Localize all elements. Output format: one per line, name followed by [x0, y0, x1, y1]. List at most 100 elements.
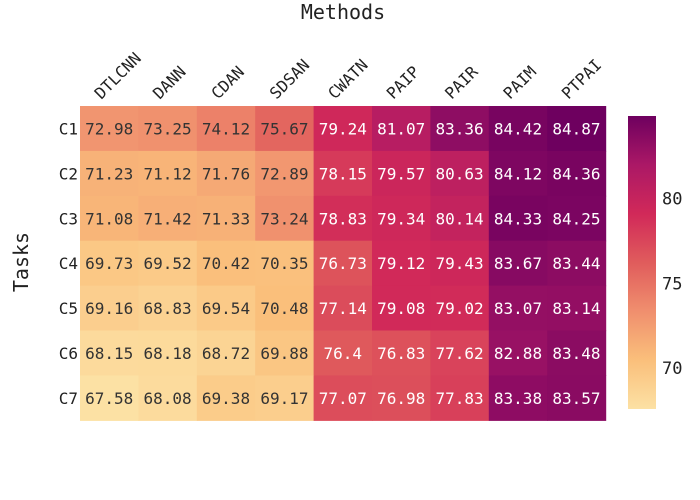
heatmap-cell	[430, 375, 490, 421]
heatmap-cell	[255, 330, 315, 376]
cell-value-label: 72.98	[85, 119, 133, 138]
heatmap-cell	[430, 240, 490, 287]
cell-value-label: 79.08	[377, 299, 425, 318]
cell-value-label: 76.98	[377, 389, 425, 408]
cell-value-label: 69.54	[202, 299, 250, 318]
heatmap-cell	[313, 240, 373, 287]
heatmap-cell	[196, 106, 256, 152]
heatmap-cell	[547, 195, 607, 242]
colorbar-ticks: 70 75 80	[662, 190, 682, 379]
colorbar-tick-label: 70	[662, 359, 682, 379]
cell-value-label: 83.57	[552, 389, 600, 408]
heatmap-cell	[488, 375, 548, 421]
heatmap-cell	[372, 150, 431, 197]
cell-value-label: 71.12	[144, 164, 192, 183]
cell-value-label: 70.35	[260, 254, 308, 273]
heatmap-cell	[488, 285, 548, 332]
heatmap-cell	[138, 240, 198, 287]
y-tick-label: C4	[59, 254, 78, 273]
heatmap-cell	[255, 285, 315, 332]
cell-value-label: 77.62	[436, 344, 484, 363]
cell-value-label: 68.08	[144, 389, 192, 408]
cell-value-label: 69.73	[85, 254, 133, 273]
heatmap-cell	[80, 285, 139, 332]
cell-value-label: 84.33	[494, 209, 542, 228]
cell-value-label: 84.42	[494, 119, 542, 138]
heatmap-cells: 72.98 73.25 74.12 75.67 79.24 81.07 83.36 84.42…	[80, 106, 607, 421]
heatmap-cell	[80, 150, 139, 197]
heatmap-cell	[430, 330, 490, 376]
cell-value-label: 84.87	[552, 119, 600, 138]
y-tick-label: C6	[59, 344, 78, 363]
x-axis-title: Methods	[301, 0, 385, 24]
x-tick-labels: DTLCNN DANN CDAN SDSAN CWATN PAIP PAIR PAIM PTPA…	[91, 49, 606, 103]
cell-value-label: 76.83	[377, 344, 425, 363]
heatmap-cell	[138, 195, 198, 242]
heatmap-cell	[547, 375, 607, 421]
heatmap-cell	[313, 285, 373, 332]
heatmap-cell	[313, 375, 373, 421]
cell-value-label: 83.44	[552, 254, 600, 273]
cell-value-label: 79.02	[436, 299, 484, 318]
cell-value-label: 79.43	[436, 254, 484, 273]
heatmap-cell	[80, 330, 139, 376]
heatmap-cell	[313, 150, 373, 197]
cell-value-label: 83.07	[494, 299, 542, 318]
cell-value-label: 77.83	[436, 389, 484, 408]
heatmap-cell	[488, 195, 548, 242]
cell-value-label: 80.14	[436, 209, 484, 228]
cell-value-label: 84.25	[552, 209, 600, 228]
cell-value-label: 76.73	[319, 254, 367, 273]
heatmap-cell	[430, 106, 490, 152]
heatmap-cell	[255, 106, 315, 152]
heatmap-cell	[430, 285, 490, 332]
heatmap-cell	[372, 375, 431, 421]
heatmap-cell	[547, 285, 607, 332]
cell-value-label: 68.83	[144, 299, 192, 318]
heatmap-cell	[255, 150, 315, 197]
heatmap-cell	[372, 195, 431, 242]
cell-value-label: 68.18	[144, 344, 192, 363]
y-tick-label: C2	[59, 164, 78, 183]
cell-value-label: 69.38	[202, 389, 250, 408]
heatmap-cell	[488, 240, 548, 287]
y-tick-labels: C1 C2 C3 C4 C5 C6 C7	[59, 119, 78, 407]
cell-value-label: 70.48	[260, 299, 308, 318]
cell-value-label: 67.58	[85, 389, 133, 408]
heatmap-cell	[138, 375, 198, 421]
cell-value-label: 68.15	[85, 344, 133, 363]
heatmap-cell	[196, 195, 256, 242]
heatmap-cell	[547, 330, 607, 376]
colorbar-tick-label: 80	[662, 190, 682, 210]
cell-value-label: 69.17	[260, 389, 308, 408]
cell-value-label: 71.42	[144, 209, 192, 228]
heatmap-cell	[255, 195, 315, 242]
x-tick-label: CDAN	[207, 62, 248, 103]
heatmap-cell	[372, 330, 431, 376]
y-tick-label: C5	[59, 299, 78, 318]
cell-value-label: 71.23	[85, 164, 133, 183]
heatmap-cell	[80, 106, 139, 152]
x-tick-label: PAIR	[441, 62, 482, 103]
cell-value-label: 73.25	[144, 119, 192, 138]
heatmap-cell	[488, 150, 548, 197]
cell-value-label: 70.42	[202, 254, 250, 273]
cell-value-label: 83.67	[494, 254, 542, 273]
cell-value-label: 83.48	[552, 344, 600, 363]
y-axis-title: Tasks	[9, 232, 33, 292]
cell-value-label: 74.12	[202, 119, 250, 138]
heatmap-cell	[547, 106, 607, 152]
heatmap-cell	[80, 375, 139, 421]
cell-value-label: 75.67	[260, 119, 308, 138]
heatmap-cell	[430, 195, 490, 242]
heatmap-cell	[196, 150, 256, 197]
cell-value-label: 69.88	[260, 344, 308, 363]
cell-value-label: 76.4	[324, 344, 363, 363]
heatmap-cell	[255, 240, 315, 287]
heatmap-cell	[547, 150, 607, 197]
heatmap-cell	[430, 150, 490, 197]
colorbar	[628, 116, 656, 409]
heatmap-cell	[372, 240, 431, 287]
cell-value-label: 73.24	[260, 209, 308, 228]
